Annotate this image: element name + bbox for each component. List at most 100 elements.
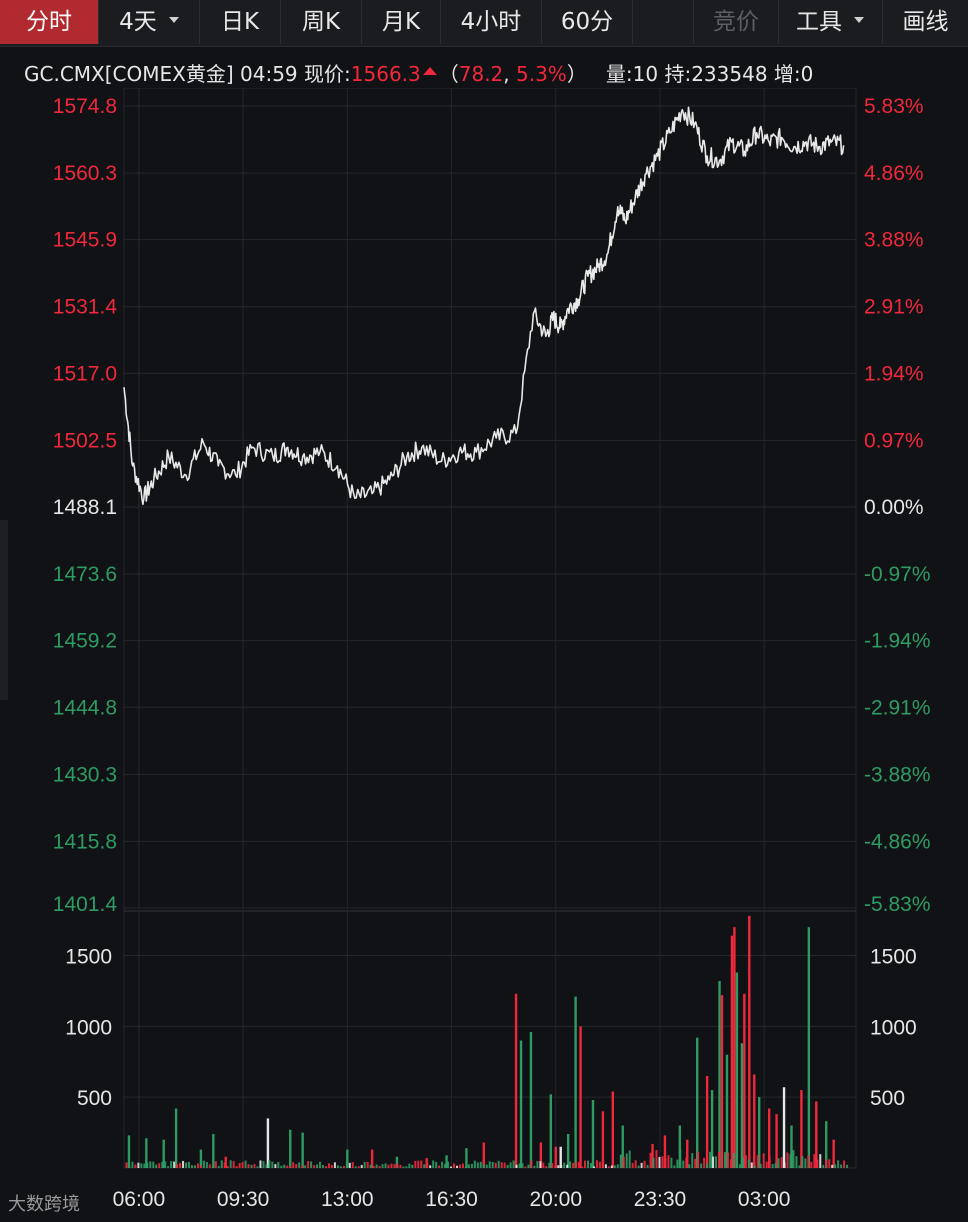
y-tick-label-left: 1415.8	[53, 830, 117, 853]
volume-bar	[529, 1032, 533, 1168]
volume-bar-small	[584, 1160, 587, 1168]
volume-bar-small	[170, 1161, 173, 1168]
tab-monthly-k[interactable]: 月K	[362, 0, 441, 44]
volume-bar-small	[205, 1162, 208, 1168]
open-interest-label: 持:	[664, 62, 692, 86]
volume-bar-small	[161, 1161, 164, 1168]
open-paren: （	[438, 62, 459, 86]
volume-bar-small	[137, 1162, 140, 1168]
volume-bar-small	[783, 1162, 786, 1168]
volume-bar-small	[348, 1162, 351, 1168]
volume-bar	[395, 1156, 399, 1168]
x-tick-label: 23:30	[634, 1188, 687, 1211]
volume-bar-small	[411, 1164, 414, 1168]
left-panel-handle[interactable]	[0, 520, 8, 700]
volume-bar	[519, 1040, 523, 1168]
volume-bar	[753, 1074, 756, 1168]
up-arrow-icon	[422, 67, 437, 75]
volume-bar-small	[393, 1164, 396, 1168]
volume-bar	[748, 915, 751, 1168]
volume-bar-small	[750, 1162, 753, 1168]
volume-tick-label-left: 1500	[65, 946, 112, 969]
volume-bar-small	[286, 1165, 289, 1168]
volume-bar	[807, 927, 811, 1168]
tools-button[interactable]: 工具	[778, 0, 883, 44]
quote-time: 04:59	[240, 62, 298, 86]
volume-bar-small	[342, 1166, 345, 1168]
volume-bar-small	[199, 1165, 202, 1168]
volume-bar-small	[551, 1162, 554, 1168]
volume-bar-small	[816, 1159, 819, 1168]
volume-bar-small	[533, 1165, 536, 1168]
volume-bar	[566, 1134, 570, 1168]
volume-bar-small	[738, 1164, 741, 1168]
volume-bar-small	[622, 1156, 625, 1168]
volume-bar-small	[545, 1166, 548, 1168]
tab-weekly-k[interactable]: 周K	[281, 0, 362, 44]
volume-bar-small	[795, 1156, 798, 1168]
volume-bar-small	[679, 1149, 682, 1168]
volume-bar	[832, 1139, 835, 1168]
volume-bar-small	[289, 1166, 292, 1168]
volume-bar-small	[744, 1155, 747, 1168]
y-tick-label-right: -5.83%	[864, 893, 931, 916]
volume-bar-small	[420, 1160, 423, 1168]
symbol-name: GC.CMX[COMEX黄金]	[24, 62, 234, 86]
volume-bar-small	[569, 1161, 572, 1168]
tab-60min[interactable]: 60分	[542, 0, 633, 44]
tab-4day[interactable]: 4天	[99, 0, 200, 44]
volume-bar	[710, 1090, 714, 1168]
volume-bar-small	[497, 1160, 500, 1168]
volume-bar-small	[408, 1163, 411, 1168]
volume-bar-small	[140, 1163, 143, 1168]
volume-bar	[579, 1026, 582, 1168]
volume-bar-small	[301, 1165, 304, 1168]
volume-bar	[212, 1134, 215, 1168]
volume-bar-small	[774, 1163, 777, 1168]
volume-bar-small	[524, 1166, 527, 1168]
volume-bar-small	[682, 1160, 685, 1168]
volume-bar-small	[601, 1161, 604, 1168]
y-tick-label-right: 0.00%	[864, 496, 924, 519]
tab-daily-k[interactable]: 日K	[200, 0, 281, 44]
y-tick-label-right: 0.97%	[864, 429, 924, 452]
volume-bar-small	[467, 1164, 470, 1168]
volume-bar-small	[173, 1161, 176, 1168]
open-interest-value: 233548	[691, 62, 768, 86]
auction-button[interactable]: 竞价	[693, 0, 779, 44]
volume-bar-small	[473, 1160, 476, 1168]
volume-bar-small	[372, 1165, 375, 1168]
volume-bar	[301, 1132, 304, 1168]
watermark: 大数跨境	[8, 1194, 80, 1215]
volume-bar	[815, 1101, 818, 1168]
y-tick-label-left: 1502.5	[53, 429, 117, 452]
x-tick-label: 09:30	[217, 1188, 270, 1211]
volume-bar-small	[649, 1152, 652, 1168]
volume-bar	[695, 1037, 699, 1168]
volume-bar-small	[134, 1164, 137, 1168]
volume-bar	[800, 1090, 803, 1168]
volume-bar-small	[295, 1164, 298, 1168]
increase-value: 0	[800, 62, 814, 86]
volume-bar	[554, 1146, 557, 1168]
volume-bar-small	[625, 1153, 628, 1168]
volume-bar-small	[786, 1152, 789, 1168]
volume-bar	[686, 1139, 689, 1168]
volume-bar-small	[661, 1156, 664, 1168]
tab-4hour[interactable]: 4小时	[441, 0, 542, 44]
volume-bar	[790, 1125, 793, 1168]
volume-bar-small	[131, 1161, 134, 1168]
volume-bar-small	[167, 1166, 170, 1168]
volume-bar-small	[396, 1163, 399, 1168]
volume-bar-small	[176, 1164, 179, 1168]
volume-bar-small	[494, 1162, 497, 1168]
volume-bar-small	[283, 1164, 286, 1168]
y-tick-label-left: 1531.4	[53, 296, 118, 319]
volume-bar-small	[241, 1162, 244, 1168]
volume-bar-small	[530, 1160, 533, 1168]
volume-bar-small	[435, 1161, 438, 1168]
tab-intraday[interactable]: 分时	[0, 0, 99, 44]
volume-bar-small	[375, 1164, 378, 1168]
volume-bar-small	[429, 1165, 432, 1168]
draw-line-button[interactable]: 画线	[883, 0, 968, 44]
